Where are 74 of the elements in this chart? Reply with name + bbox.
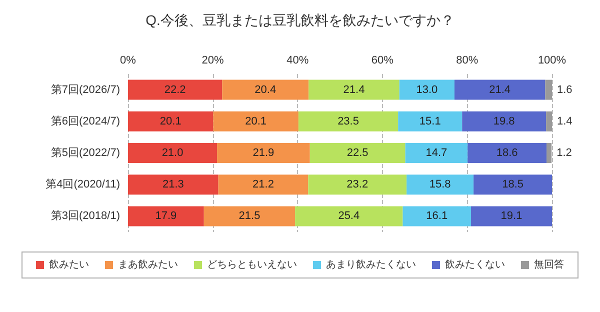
bar	[399, 80, 454, 100]
data-label: 23.2	[346, 178, 368, 191]
data-label: 22.5	[346, 147, 368, 159]
bar	[462, 111, 546, 132]
data-label: 14.7	[426, 147, 448, 159]
bar	[128, 143, 218, 163]
x-tick-label: 80%	[456, 54, 478, 66]
data-label: 20.1	[160, 115, 182, 128]
bar	[310, 143, 406, 163]
bar	[204, 206, 296, 226]
bar	[406, 174, 474, 195]
legend-label: 飲みたい	[49, 260, 89, 270]
data-label: 13.0	[416, 84, 438, 96]
bar	[128, 174, 218, 195]
data-label: 16.1	[426, 210, 448, 222]
bar	[222, 80, 309, 100]
data-label: 21.9	[252, 147, 274, 159]
bar	[295, 206, 403, 226]
data-label: 19.8	[493, 115, 515, 128]
bar	[128, 80, 222, 100]
bar	[218, 174, 308, 195]
data-label: 1.2	[556, 147, 572, 159]
bar	[454, 80, 546, 100]
bar	[405, 143, 468, 163]
data-label: 21.5	[238, 210, 260, 222]
data-label: 21.4	[489, 84, 511, 96]
data-label: 18.6	[496, 147, 518, 159]
bar	[471, 206, 552, 226]
data-label: 21.2	[252, 178, 274, 191]
x-tick-label: 40%	[286, 54, 309, 66]
data-label: 20.1	[245, 115, 267, 128]
bar	[546, 143, 552, 163]
data-label: 1.4	[557, 115, 572, 128]
legend-label: まあ飲みたい	[118, 260, 178, 270]
data-label: 1.6	[557, 84, 572, 96]
bar	[213, 111, 298, 132]
bar	[474, 174, 552, 195]
data-label: 23.5	[338, 115, 359, 128]
bar	[402, 206, 472, 226]
data-label: 15.1	[419, 115, 441, 128]
x-tick-label: 60%	[371, 54, 394, 66]
data-label: 21.3	[162, 178, 184, 191]
bar	[468, 143, 546, 163]
data-label: 15.8	[429, 178, 451, 191]
x-tick-label: 0%	[120, 54, 136, 66]
y-tick-label: 第4回(2020/11)	[46, 178, 120, 191]
bar	[545, 80, 552, 100]
legend-label: どちらともいえない	[207, 260, 297, 270]
data-label: 20.4	[254, 84, 276, 96]
y-tick-label: 第7回(2026/7)	[50, 84, 120, 96]
data-label: 25.4	[338, 210, 360, 222]
data-label: 21.4	[343, 84, 365, 96]
bar	[308, 80, 400, 100]
y-tick-label: 第3回(2018/1)	[50, 210, 120, 222]
data-label: 17.9	[155, 210, 177, 222]
data-label: 19.1	[500, 210, 522, 222]
legend-label: あまり飲みたくない	[326, 260, 416, 270]
data-label: 18.5	[502, 178, 524, 191]
data-label: 22.2	[164, 84, 186, 96]
x-tick-label: 20%	[202, 54, 224, 66]
y-tick-label: 第5回(2022/7)	[50, 147, 120, 159]
bar	[217, 143, 310, 163]
bar	[398, 111, 462, 132]
data-label: 21.0	[162, 147, 184, 159]
bar	[308, 174, 407, 195]
bar	[298, 111, 398, 132]
x-tick-label: 100%	[538, 54, 566, 66]
bar	[128, 206, 204, 226]
chart-title: Q.今後、豆乳または豆乳飲料を飲みたいですか？	[146, 12, 454, 28]
legend-label: 飲みたくない	[445, 260, 505, 270]
legend-label: 無回答	[534, 258, 564, 270]
bar	[128, 111, 214, 132]
bar	[546, 111, 552, 132]
y-tick-label: 第6回(2024/7)	[50, 115, 120, 128]
